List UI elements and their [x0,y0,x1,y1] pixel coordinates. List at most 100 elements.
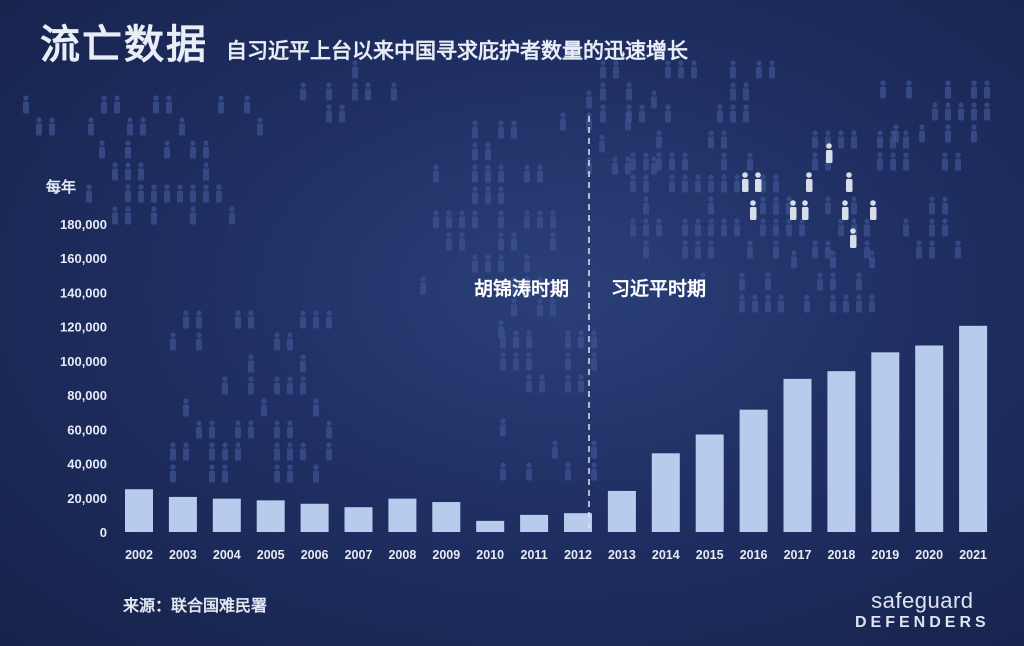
person-icon [743,104,749,123]
person-icon [734,218,740,237]
person-icon [942,196,948,215]
person-icon [817,272,823,291]
person-icon [643,174,649,193]
person-icon [248,420,254,439]
person-icon [708,196,714,215]
person-icon [721,174,727,193]
person-icon [498,186,504,205]
person-icon [929,196,935,215]
bar-2020 [915,345,944,532]
person-icon [326,420,332,439]
person-icon [984,80,990,99]
person-icon [274,464,280,483]
highlighted-person-icon [790,200,797,220]
person-icon [665,60,671,79]
highlighted-person-icon [826,143,833,163]
person-icon [765,294,771,313]
person-icon [773,240,779,259]
person-icon [88,117,94,136]
x-tick-label: 2012 [564,548,592,562]
person-icon [565,330,571,349]
person-icon [138,162,144,181]
person-icon [903,218,909,237]
person-icon [513,330,519,349]
person-icon [971,80,977,99]
person-icon [769,60,775,79]
person-icon [890,152,896,171]
highlighted-person-icon [850,228,857,248]
y-tick-label: 80,000 [67,388,107,403]
person-icon [565,462,571,481]
person-icon [209,442,215,461]
person-icon [903,152,909,171]
y-axis-label: 每年 [46,178,76,196]
person-icon [586,90,592,109]
person-icon [222,376,228,395]
person-icon [942,152,948,171]
person-icon [203,162,209,181]
person-icon [945,102,951,121]
person-icon [786,218,792,237]
y-tick-label: 160,000 [60,251,107,266]
bar-2015 [695,434,724,532]
person-icon [537,210,543,229]
highlighted-person-icon [742,172,749,192]
person-icon [472,254,478,273]
bar-2010 [476,520,505,532]
person-icon [778,294,784,313]
person-icon [838,130,844,149]
person-icon [773,196,779,215]
person-icon [600,60,606,79]
person-icon [274,332,280,351]
person-icon [300,310,306,329]
person-icon [945,124,951,143]
x-tick-label: 2017 [784,548,812,562]
person-icon [639,104,645,123]
source-note: 来源：联合国难民署 [123,598,268,615]
y-tick-label: 100,000 [60,354,107,369]
person-icon [183,442,189,461]
person-icon [365,82,371,101]
highlighted-person-icon [870,200,877,220]
person-icon [869,294,875,313]
person-icon [773,218,779,237]
person-icon [599,134,605,153]
person-icon [612,156,618,175]
person-icon [656,218,662,237]
person-icon [695,240,701,259]
person-icon [747,152,753,171]
person-icon [851,130,857,149]
person-icon [830,272,836,291]
person-icon [485,254,491,273]
person-icon [209,420,215,439]
logo-text-bottom: DEFENDERS [855,614,990,631]
person-icon [524,164,530,183]
x-tick-label: 2003 [169,548,197,562]
person-icon [222,464,228,483]
person-icon [49,117,55,136]
person-icon [730,82,736,101]
person-icon [929,218,935,237]
x-tick-label: 2014 [652,548,680,562]
y-tick-label: 140,000 [60,285,107,300]
person-icon [838,218,844,237]
person-icon [625,156,631,175]
x-tick-label: 2008 [388,548,416,562]
person-icon [656,152,662,171]
person-icon [99,140,105,159]
person-icon [300,82,306,101]
person-icon [446,210,452,229]
person-icon [537,276,543,295]
person-icon [765,272,771,291]
person-icon [472,164,478,183]
person-icon [906,80,912,99]
person-icon [511,232,517,251]
person-icon [313,310,319,329]
person-icon [472,210,478,229]
person-icon [218,95,224,114]
person-icon [287,376,293,395]
person-icon [526,352,532,371]
person-icon [196,310,202,329]
x-tick-label: 2018 [827,548,855,562]
